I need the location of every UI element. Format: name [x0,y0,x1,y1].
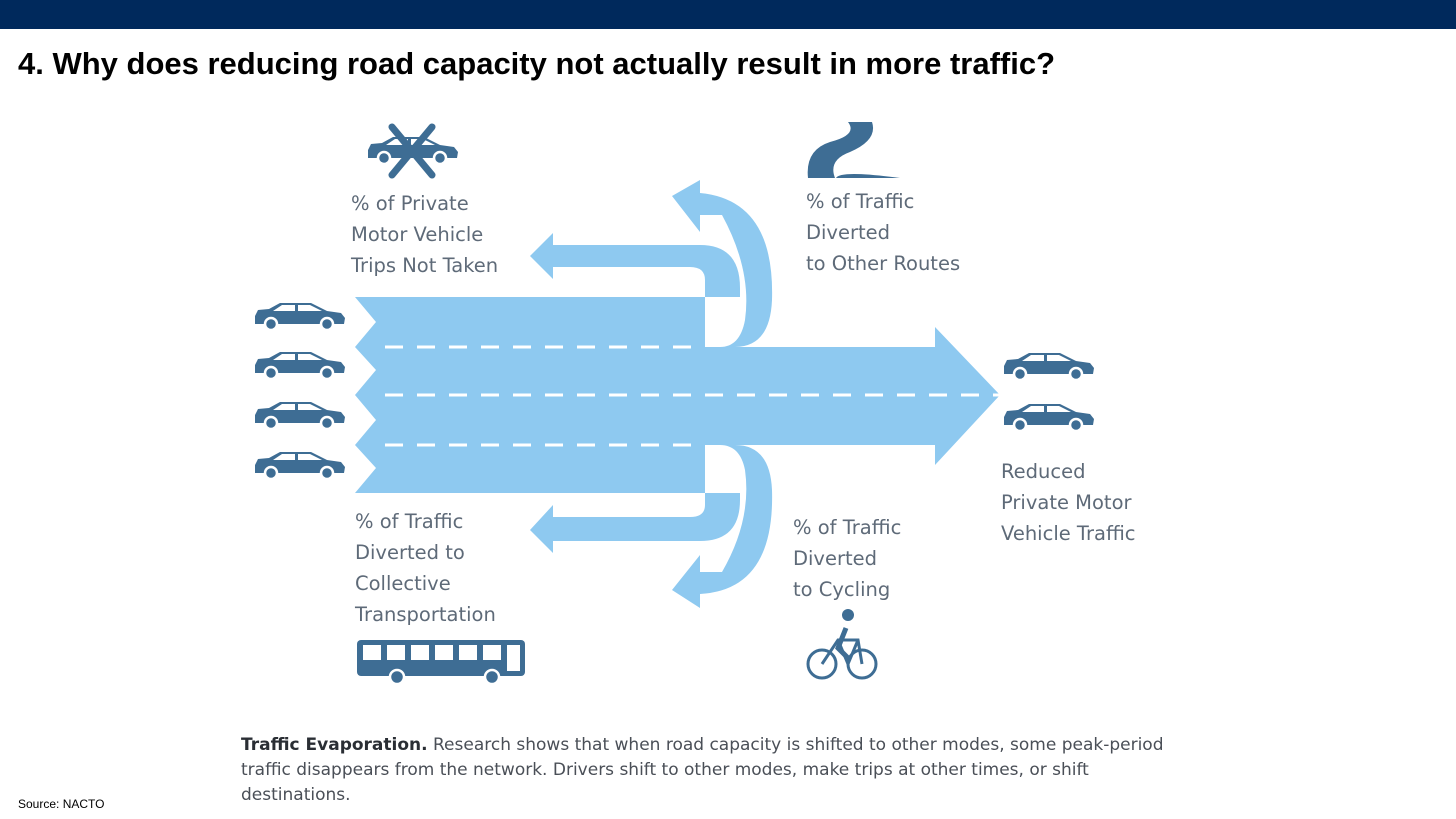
trips-not-taken-label: % of Private Motor Vehicle Trips Not Tak… [351,192,499,277]
cycling-arrow [672,445,773,608]
collective-transport-arrow [530,493,740,553]
caption-text: Research shows that when road capacity i… [241,735,1164,805]
winding-road-icon [807,122,900,178]
collective-transport-label: % of Traffic Diverted to Collective Tran… [355,510,496,626]
slide-title: 4. Why does reducing road capacity not a… [18,46,1056,81]
car-icon [1002,402,1096,433]
crossed-car-icon [366,123,460,179]
other-routes-arrow [672,180,773,347]
car-icon [253,450,347,481]
bus-icon [357,640,525,686]
car-icon [253,400,347,431]
other-routes-label: % of Traffic Diverted to Other Routes [806,190,961,275]
trips-not-taken-arrow [530,233,740,297]
cycling-label: % of Traffic Diverted to Cycling [793,516,902,601]
lane-markings [385,345,1000,447]
diagram-caption: Traffic Evaporation. Research shows that… [241,733,1181,808]
car-icon [253,350,347,381]
cyclist-icon [806,609,878,680]
caption-heading: Traffic Evaporation. [241,735,428,755]
header-bar [0,0,1456,29]
reduced-traffic-label: Reduced Private Motor Vehicle Traffic [1001,460,1136,545]
car-icon [1002,351,1096,382]
source-note: Source: NACTO [18,797,105,811]
car-icon [253,301,347,332]
